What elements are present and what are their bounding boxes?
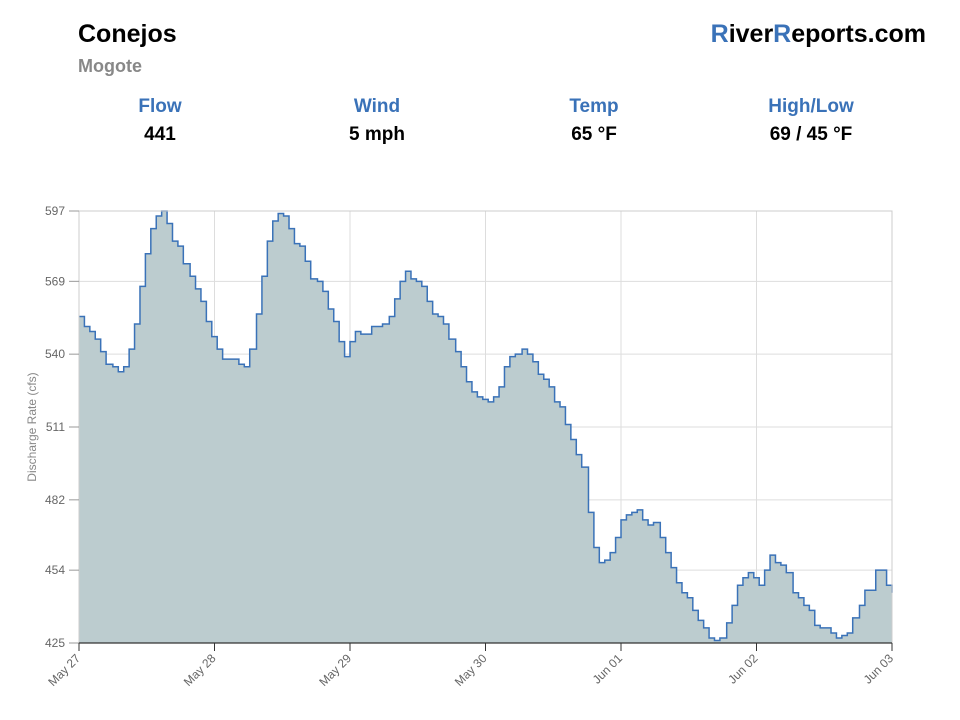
stat-wind: Wind 5 mph bbox=[277, 96, 477, 146]
brand-letter-r1: R bbox=[710, 20, 729, 48]
stat-highlow: High/Low 69 / 45 °F bbox=[711, 96, 911, 146]
stat-flow: Flow 441 bbox=[60, 96, 260, 146]
x-tick-label: Jun 03 bbox=[861, 651, 897, 687]
river-title: Conejos bbox=[78, 20, 177, 48]
stat-temp-label: Temp bbox=[569, 96, 619, 117]
y-tick-label: 425 bbox=[45, 636, 65, 650]
x-tick-label: May 29 bbox=[316, 651, 354, 689]
y-tick-label: 597 bbox=[45, 204, 65, 218]
x-tick-label: Jun 01 bbox=[590, 651, 626, 687]
brand-part2: eports.com bbox=[791, 20, 926, 48]
x-axis-ticks: May 27 May 28 May 29 May 30 Jun 01 Jun 02 Jun … bbox=[45, 643, 896, 689]
x-tick-label: May 28 bbox=[181, 651, 219, 689]
station-subtitle: Mogote bbox=[78, 56, 142, 76]
y-axis-label: Discharge Rate (cfs) bbox=[25, 372, 39, 481]
stat-temp: Temp 65 °F bbox=[494, 96, 694, 146]
stat-highlow-label: High/Low bbox=[768, 96, 854, 117]
brand-logo[interactable]: RiverReports.com bbox=[711, 20, 926, 49]
y-tick-label: 511 bbox=[46, 420, 65, 434]
x-tick-label: May 30 bbox=[452, 651, 490, 689]
brand-part1: iver bbox=[728, 20, 774, 48]
y-tick-label: 454 bbox=[45, 563, 65, 577]
stat-highlow-value: 69 / 45 °F bbox=[769, 124, 853, 145]
stat-flow-value: 441 bbox=[144, 124, 176, 145]
y-tick-label: 482 bbox=[45, 493, 65, 507]
stat-wind-label: Wind bbox=[353, 96, 401, 117]
x-tick-label: May 27 bbox=[45, 651, 83, 689]
x-tick-label: Jun 02 bbox=[725, 651, 761, 687]
stat-flow-label: Flow bbox=[138, 96, 182, 117]
y-tick-label: 569 bbox=[45, 274, 65, 288]
y-tick-label: 540 bbox=[45, 347, 65, 361]
stats-row: Flow 441 Wind 5 mph Temp 65 °F High/Low … bbox=[0, 96, 960, 156]
discharge-area bbox=[79, 211, 892, 643]
y-axis-ticks: 425 454 482 511 540 569 597 bbox=[45, 204, 79, 650]
stat-wind-value: 5 mph bbox=[349, 124, 405, 145]
brand-letter-r2: R bbox=[773, 20, 792, 48]
discharge-line bbox=[79, 210, 893, 642]
stat-temp-value: 65 °F bbox=[571, 124, 617, 145]
